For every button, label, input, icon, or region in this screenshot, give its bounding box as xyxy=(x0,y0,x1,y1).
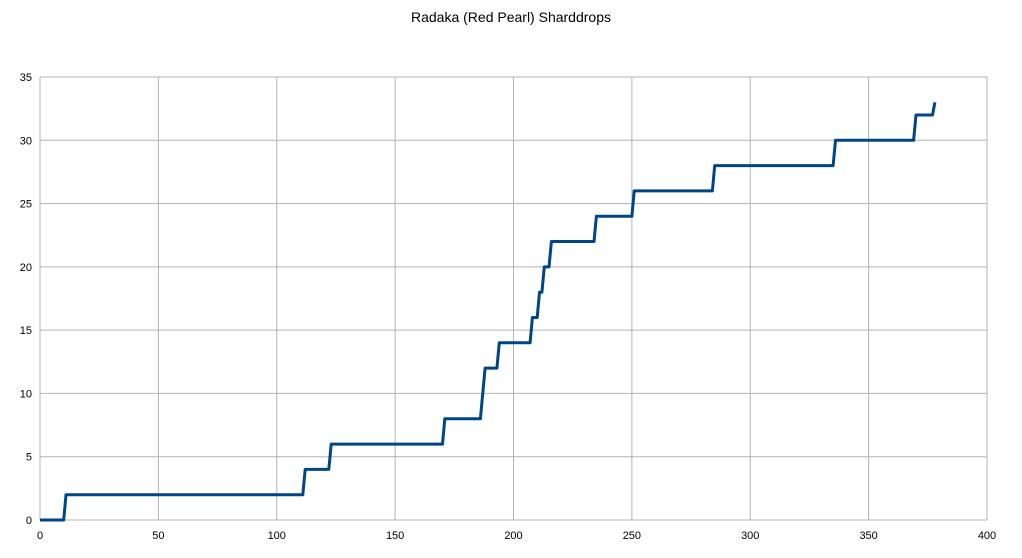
series-line xyxy=(40,102,937,522)
y-tick-label: 15 xyxy=(20,325,32,337)
y-tick-label: 10 xyxy=(20,388,32,400)
y-tick-label: 20 xyxy=(20,262,32,274)
y-tick-label: 25 xyxy=(20,199,32,211)
y-tick-label: 35 xyxy=(20,72,32,84)
x-tick-label: 0 xyxy=(37,530,43,542)
x-tick-label: 300 xyxy=(741,530,759,542)
x-tick-label: 200 xyxy=(504,530,522,542)
x-tick-label: 250 xyxy=(623,530,641,542)
y-tick-label: 5 xyxy=(26,452,32,464)
y-tick-label: 0 xyxy=(26,515,32,527)
y-tick-label: 30 xyxy=(20,135,32,147)
x-tick-label: 400 xyxy=(978,530,996,542)
x-tick-label: 350 xyxy=(859,530,877,542)
x-tick-label: 100 xyxy=(268,530,286,542)
x-tick-label: 50 xyxy=(152,530,164,542)
x-tick-label: 150 xyxy=(386,530,404,542)
chart-title: Radaka (Red Pearl) Sharddrops xyxy=(411,9,611,25)
